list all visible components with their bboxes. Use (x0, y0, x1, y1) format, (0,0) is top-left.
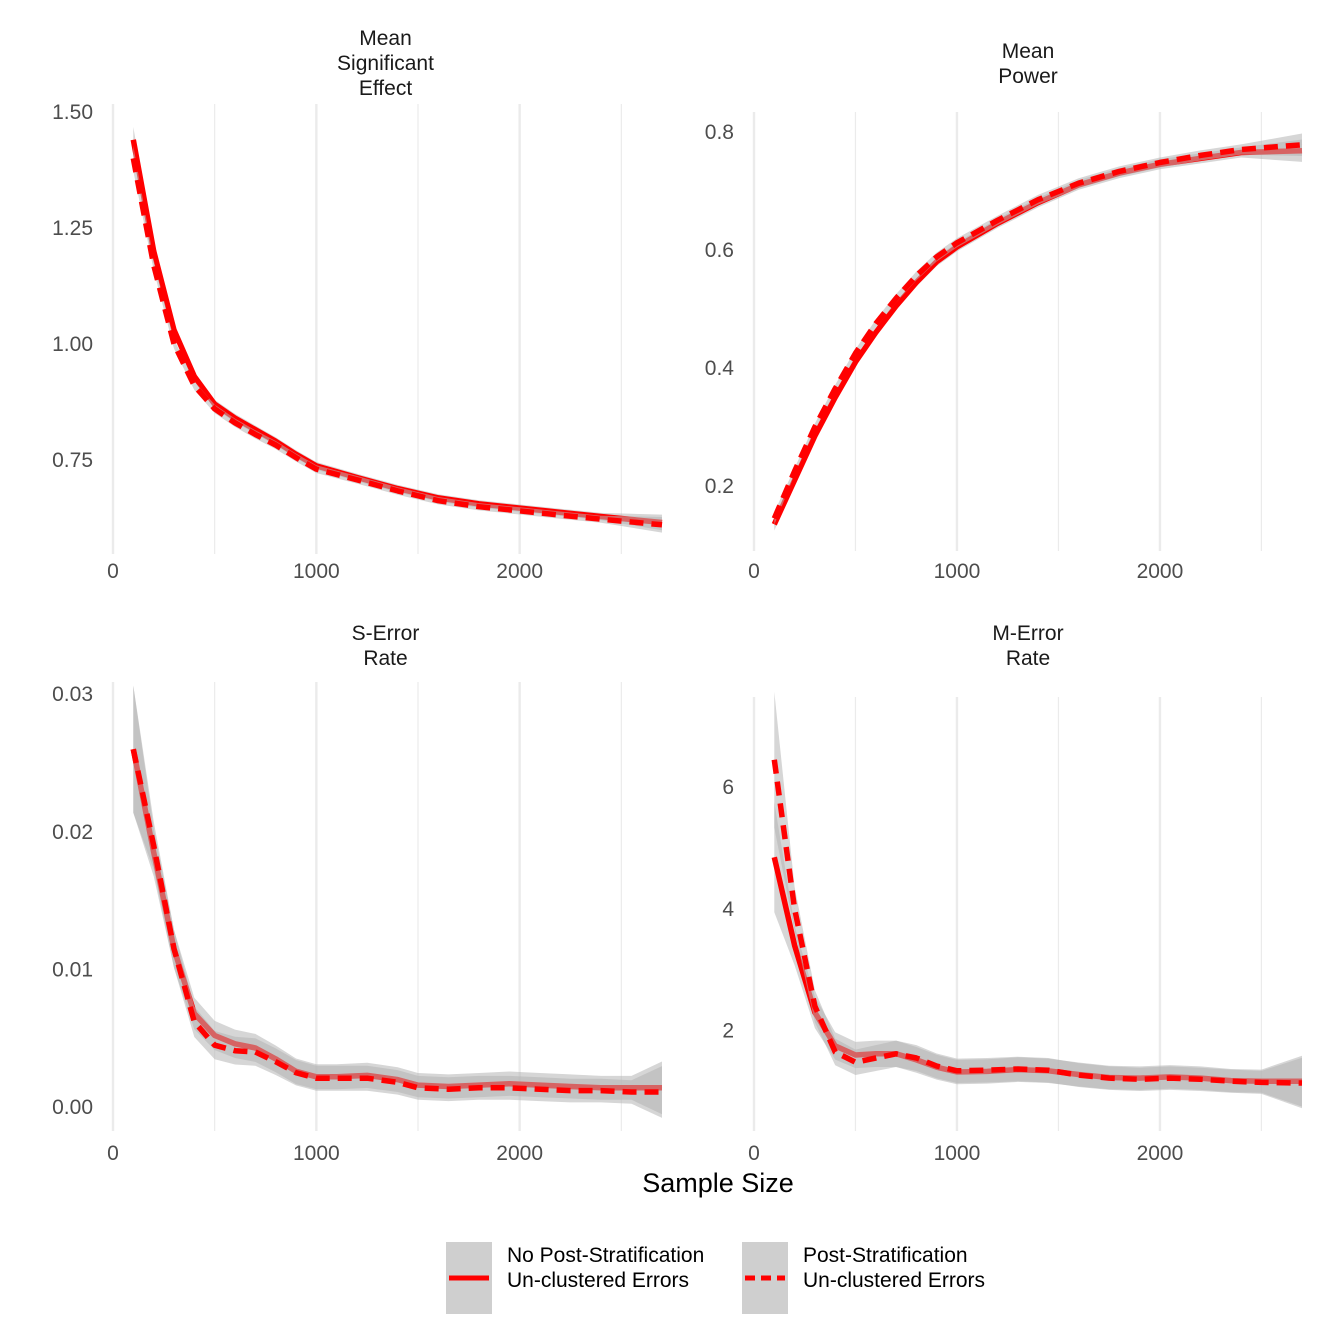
x-tick-label: 1000 (293, 560, 340, 583)
confidence-band-series-2 (133, 145, 663, 533)
y-tick-label: 6 (722, 776, 734, 799)
x-tick-label: 0 (748, 560, 760, 583)
panel-title-line: S-Error (352, 622, 420, 645)
x-axis-title: Sample Size (642, 1168, 794, 1198)
panel-title-line: Mean (359, 27, 412, 50)
confidence-band-series-1 (133, 126, 663, 531)
y-tick-label: 1.25 (52, 217, 93, 240)
y-tick-label: 0.2 (705, 475, 734, 498)
series-line-2 (771, 759, 1303, 1086)
legend-label-line2: Un-clustered Errors (507, 1269, 689, 1292)
panel-title-line: Mean (1002, 40, 1055, 63)
legend-label-line1: Post-Stratification (803, 1244, 968, 1267)
x-tick-label: 2000 (496, 560, 543, 583)
x-tick-label: 0 (107, 1142, 119, 1165)
y-tick-label: 0.4 (705, 357, 735, 380)
x-tick-label: 1000 (934, 560, 981, 583)
y-tick-label: 1.50 (52, 101, 93, 124)
x-tick-label: 2000 (1137, 560, 1184, 583)
panel-title-line: M-Error (992, 622, 1063, 645)
legend-label-line1: No Post-Stratification (507, 1244, 704, 1267)
y-tick-label: 2 (722, 1020, 734, 1043)
x-tick-label: 0 (107, 560, 119, 583)
panel-title-line: Rate (1006, 647, 1050, 670)
panel-title-line: Rate (363, 647, 407, 670)
confidence-band-series-2 (133, 685, 663, 1118)
series-line-1 (130, 139, 663, 526)
y-tick-label: 4 (722, 898, 734, 921)
x-tick-label: 2000 (496, 1142, 543, 1165)
confidence-band-series-2 (774, 133, 1302, 525)
y-tick-label: 0.00 (52, 1096, 93, 1119)
panel-title-line: Effect (359, 77, 412, 100)
y-tick-label: 0.01 (52, 958, 93, 981)
x-tick-label: 1000 (934, 1142, 981, 1165)
series-line-2 (130, 748, 662, 1095)
series-line-2 (771, 142, 1303, 520)
y-tick-label: 1.00 (52, 333, 93, 356)
panel-title-line: Significant (337, 52, 434, 75)
panel-title-line: Power (998, 65, 1058, 88)
y-tick-label: 0.02 (52, 821, 93, 844)
y-tick-label: 0.03 (52, 683, 93, 706)
y-tick-label: 0.8 (705, 121, 734, 144)
series-line-2 (130, 157, 663, 528)
y-tick-label: 0.75 (52, 449, 93, 472)
x-tick-label: 2000 (1137, 1142, 1184, 1165)
x-tick-label: 1000 (293, 1142, 340, 1165)
legend-label-line2: Un-clustered Errors (803, 1269, 985, 1292)
y-tick-label: 0.6 (705, 239, 734, 262)
x-tick-label: 0 (748, 1142, 760, 1165)
